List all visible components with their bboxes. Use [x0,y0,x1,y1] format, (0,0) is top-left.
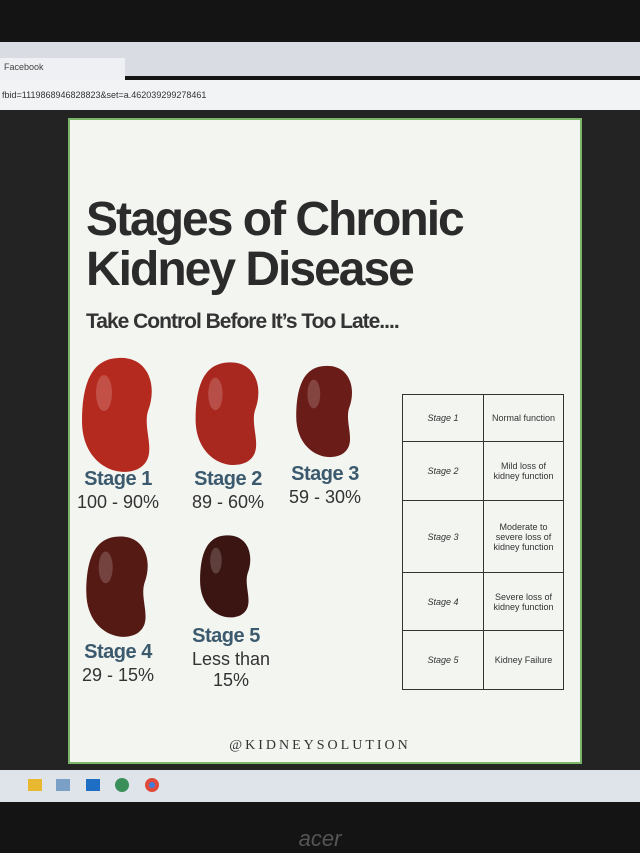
poster-title: Stages of Chronic [86,193,465,246]
kidney-shape [82,357,152,472]
taskbar-icons [28,778,159,792]
table-stage: Stage 5 [402,630,484,690]
stage-label: Stage 3 [291,463,359,485]
address-bar[interactable]: fbid=1119868946828823&set=a.462039299278… [0,80,640,110]
table-stage: Stage 3 [402,500,484,573]
footer-handle: @KIDNEYSOLUTION [229,738,411,753]
kidney [296,365,352,458]
poster-title: Kidney Disease [86,243,415,296]
kidney-shape [296,365,352,458]
kidney [86,536,148,637]
table-stage: Stage 4 [402,572,484,631]
table-row: Stage 2 Mild loss of kidney function [402,441,564,501]
stage-range: 59 - 30% [288,487,362,507]
table-row: Stage 5 Kidney Failure [402,630,564,690]
kidney [195,362,259,465]
table-stage: Stage 2 [402,441,484,501]
tab-title: Facebook [4,62,44,72]
kidney-highlight [98,551,113,584]
monitor-brand: acer [298,826,342,851]
stage-range: 29 - 15% [81,665,155,685]
browser-tab[interactable]: Facebook [0,58,125,80]
stage-range: Less than 15% [191,649,271,690]
table-description: Kidney Failure [483,630,564,690]
stage-range: 100 - 90% [76,492,160,512]
table-description: Moderate to severe loss of kidney functi… [483,500,564,573]
kidney-highlight [307,379,321,409]
kidney-highlight [208,377,223,411]
kidney-shape [86,536,148,637]
stage-range: 89 - 60% [191,492,265,512]
stage-label: Stage 5 [192,625,260,647]
stage-label: Stage 4 [84,641,152,663]
table-description: Normal function [483,394,564,442]
table-stage: Stage 1 [402,394,484,442]
kidney [200,535,251,618]
table-row: Stage 3 Moderate to severe loss of kidney… [402,500,564,573]
url: fbid=1119868946828823&set=a.462039299278… [2,90,207,100]
kidney-highlight [210,547,222,574]
table-row: Stage 4 Severe loss of kidney function [402,572,564,631]
taskbar [0,770,640,802]
table-row: Stage 1 Normal function [402,394,564,442]
stage-table: Stage 1 Normal function Stage 2 Mild loss o… [402,394,564,690]
table-description: Mild loss of kidney function [483,441,564,501]
kidney-shape [195,362,259,465]
table-description: Severe loss of kidney function [483,572,564,631]
stage-label: Stage 1 [84,468,152,490]
stage-label: Stage 2 [194,468,262,490]
kidney-shape [200,535,251,618]
kidney-highlight [96,375,112,411]
kidney [82,357,152,472]
poster-subtitle: Take Control Before It’s Too Late.... [86,310,400,333]
